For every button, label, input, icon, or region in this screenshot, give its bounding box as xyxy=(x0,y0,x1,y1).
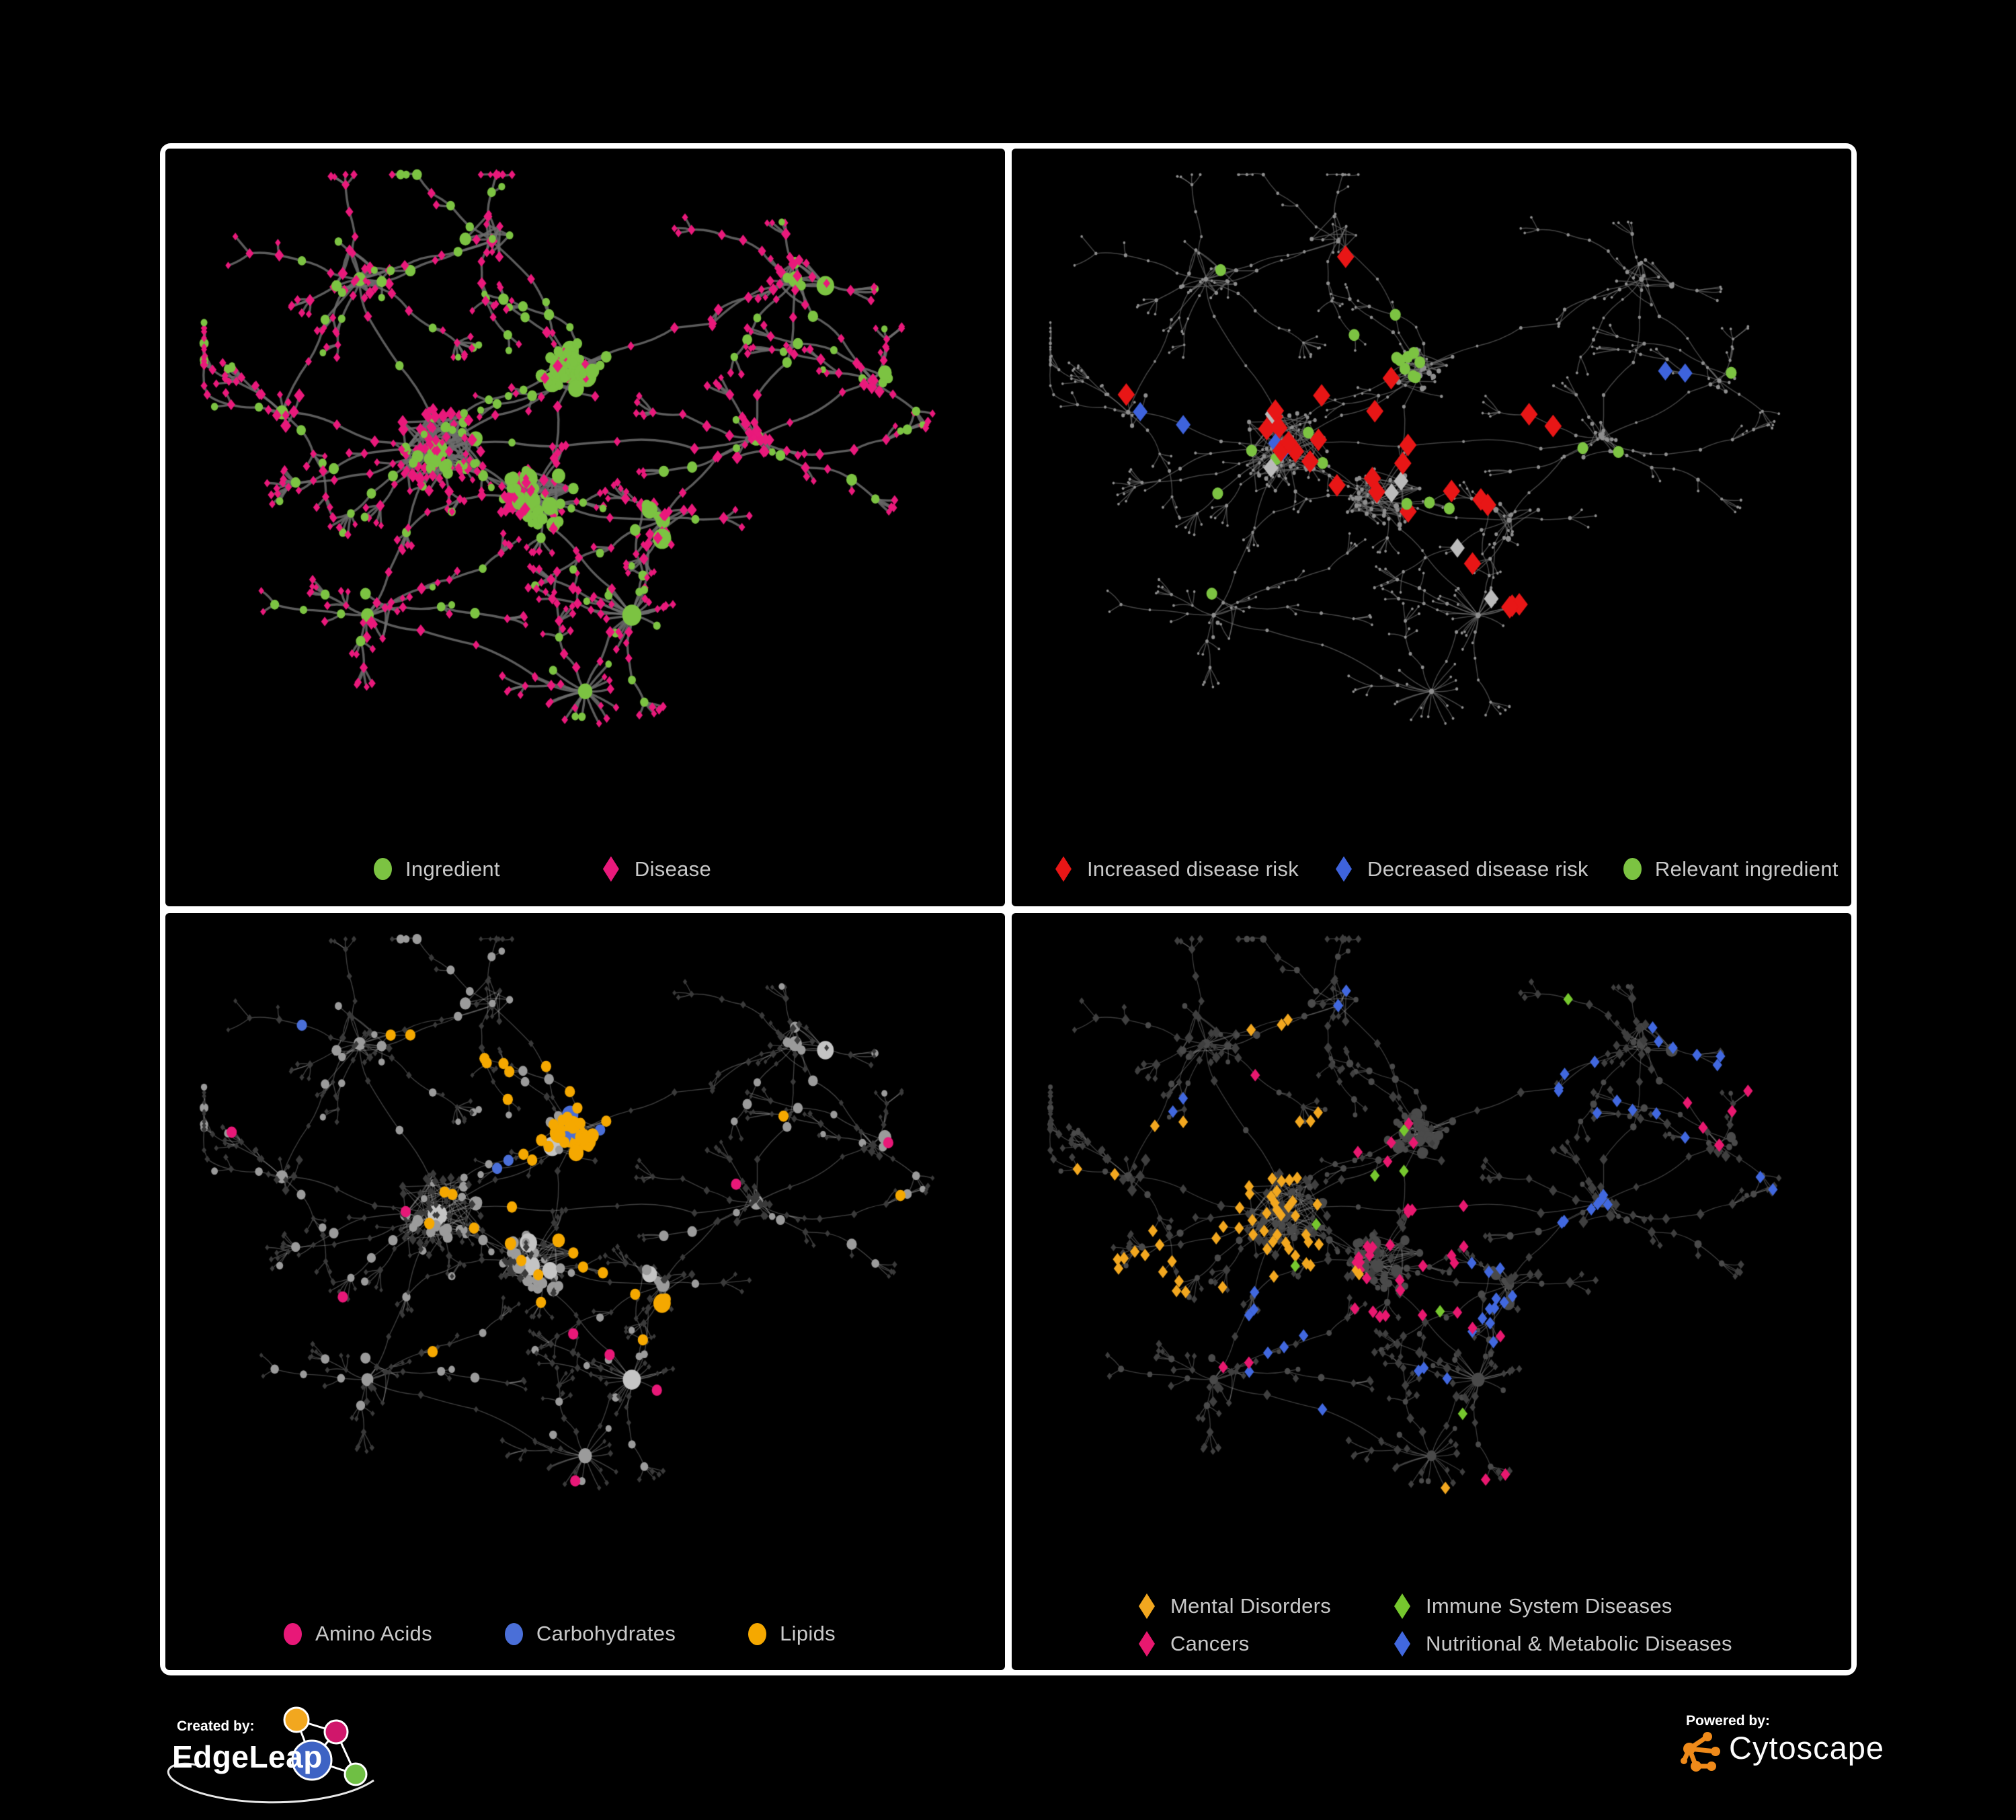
legend-label: Nutritional & Metabolic Diseases xyxy=(1426,1632,1732,1655)
panel-macronutrients: Amino Acids Carbohydrates Lipids xyxy=(165,912,1005,1670)
diamond-swatch-icon xyxy=(1055,856,1072,882)
legend-item: Ingredient xyxy=(374,857,500,881)
panel-disease-risk: Increased disease risk Decreased disease … xyxy=(1012,149,1851,906)
legend-item: Carbohydrates xyxy=(504,1622,676,1646)
legend-label: Lipids xyxy=(780,1622,836,1645)
legend-item: Mental Disorders xyxy=(1137,1593,1345,1619)
legend-macronutrients: Amino Acids Carbohydrates Lipids xyxy=(165,1622,1005,1646)
legend-item: Increased disease risk xyxy=(1053,856,1299,882)
circle-swatch-icon xyxy=(374,858,392,880)
panel-disease-classes: Mental Disorders Immune System Diseases Ca… xyxy=(1012,912,1851,1670)
legend-item: Decreased disease risk xyxy=(1334,856,1588,882)
legend-item: Cancers xyxy=(1137,1631,1345,1657)
legend-label: Decreased disease risk xyxy=(1367,857,1588,881)
legend-label: Increased disease risk xyxy=(1087,857,1299,881)
diamond-swatch-icon xyxy=(1336,856,1353,882)
legend-ingredient-disease: Ingredient Disease xyxy=(165,856,1005,882)
legend-disease-classes: Mental Disorders Immune System Diseases Ca… xyxy=(1012,1593,1851,1657)
diamond-swatch-icon xyxy=(602,856,619,882)
legend-disease-risk: Increased disease risk Decreased disease … xyxy=(1012,856,1851,882)
legend-item: Amino Acids xyxy=(284,1622,432,1646)
network-canvas-ingredient-disease xyxy=(165,149,1005,906)
legend-item: Disease xyxy=(601,856,711,882)
legend-item: Immune System Diseases xyxy=(1392,1593,1732,1619)
legend-label: Immune System Diseases xyxy=(1426,1594,1672,1618)
diamond-swatch-icon xyxy=(1394,1631,1410,1657)
diamond-swatch-icon xyxy=(1394,1593,1410,1619)
legend-label: Disease xyxy=(634,857,711,881)
edgeleap-logo-text: EdgeLeap xyxy=(172,1739,323,1774)
diamond-swatch-icon xyxy=(1139,1631,1155,1657)
legend-label: Ingredient xyxy=(405,857,500,881)
network-canvas-disease-risk xyxy=(1012,149,1851,906)
circle-swatch-icon xyxy=(748,1622,767,1645)
panel-ingredient-disease: Ingredient Disease xyxy=(165,149,1005,906)
panel-grid: Ingredient Disease Increased disease risk… xyxy=(160,143,1857,1675)
legend-label: Carbohydrates xyxy=(536,1622,676,1645)
circle-swatch-icon xyxy=(284,1622,302,1645)
legend-label: Mental Disorders xyxy=(1170,1594,1332,1618)
circle-swatch-icon xyxy=(504,1622,523,1645)
legend-label: Relevant ingredient xyxy=(1654,857,1839,881)
edgeleap-network-doodle-icon xyxy=(167,1706,374,1804)
powered-by-label: Powered by: xyxy=(1686,1713,1770,1729)
cytoscape-logo-text: Cytoscape xyxy=(1729,1730,1885,1766)
legend-label: Amino Acids xyxy=(315,1622,432,1645)
circle-swatch-icon xyxy=(1623,858,1642,880)
cytoscape-icon xyxy=(1681,1732,1720,1772)
legend-item: Lipids xyxy=(748,1622,836,1646)
legend-item: Relevant ingredient xyxy=(1623,857,1839,881)
legend-label: Cancers xyxy=(1170,1632,1250,1655)
network-canvas-disease-classes xyxy=(1012,912,1851,1670)
diamond-swatch-icon xyxy=(1139,1593,1155,1619)
created-by-label: Created by: xyxy=(177,1718,255,1734)
network-canvas-macronutrients xyxy=(165,912,1005,1670)
legend-item: Nutritional & Metabolic Diseases xyxy=(1392,1631,1732,1657)
